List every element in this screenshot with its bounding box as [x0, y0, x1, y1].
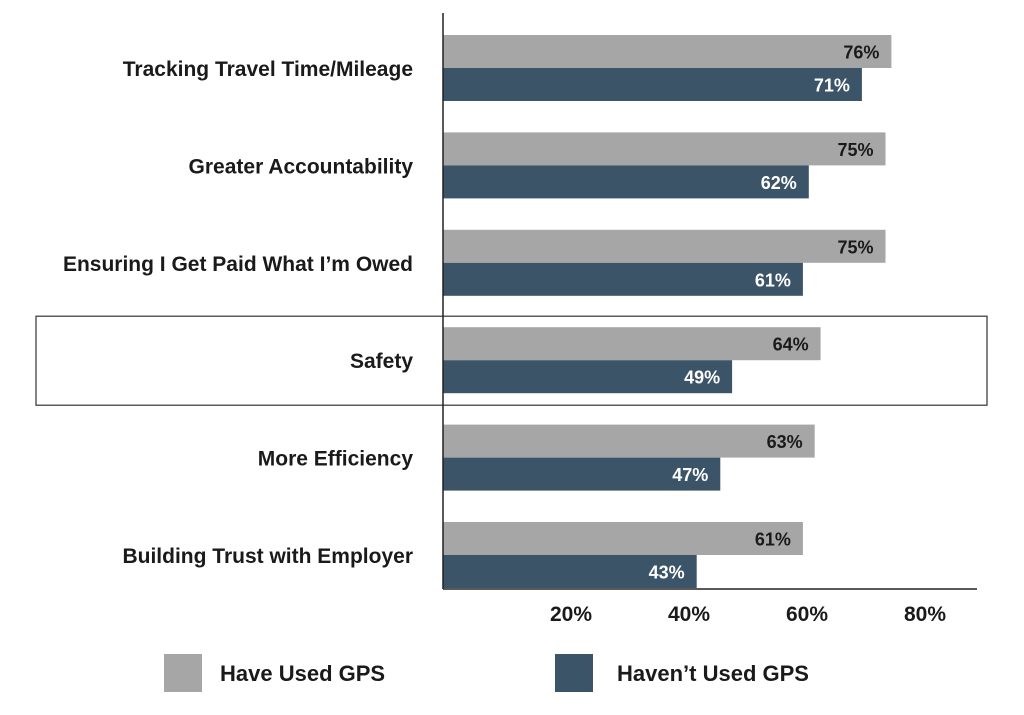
x-tick-label-20: 20%	[550, 603, 592, 626]
value-label-have-used-gps-building-trust-with-employer: 61%	[755, 530, 791, 550]
highlight-box-safety	[35, 315, 988, 406]
category-label-greater-accountability: Greater Accountability	[189, 155, 414, 178]
bar-have-used-gps-more-efficiency	[443, 424, 815, 458]
value-label-have-used-gps-tracking-travel-time-mileage: 76%	[843, 43, 879, 63]
value-label-have-used-gps-ensuring-i-get-paid-what-i-m-owed: 75%	[837, 237, 873, 257]
bar-have-used-gps-tracking-travel-time-mileage	[443, 35, 892, 68]
legend-label-have-used-gps: Have Used GPS	[220, 661, 385, 686]
x-tick-label-40: 40%	[668, 603, 710, 626]
bar-have-used-gps-safety	[443, 327, 821, 361]
category-label-safety: Safety	[350, 350, 413, 373]
category-label-building-trust-with-employer: Building Trust with Employer	[122, 545, 413, 568]
legend-swatch-have-used-gps	[164, 654, 202, 692]
category-label-ensuring-i-get-paid-what-i-m-owed: Ensuring I Get Paid What I’m Owed	[63, 253, 413, 276]
value-label-haven-t-used-gps-safety: 49%	[684, 368, 720, 388]
bar-haven-t-used-gps-building-trust-with-employer	[443, 555, 697, 588]
bar-haven-t-used-gps-ensuring-i-get-paid-what-i-m-owed	[443, 262, 803, 296]
bar-haven-t-used-gps-greater-accountability	[443, 165, 809, 199]
bar-have-used-gps-building-trust-with-employer	[443, 522, 803, 555]
value-label-have-used-gps-greater-accountability: 75%	[837, 140, 873, 160]
value-label-haven-t-used-gps-building-trust-with-employer: 43%	[649, 563, 685, 583]
value-label-haven-t-used-gps-ensuring-i-get-paid-what-i-m-owed: 61%	[755, 270, 791, 290]
bar-have-used-gps-ensuring-i-get-paid-what-i-m-owed	[443, 229, 886, 263]
value-label-have-used-gps-more-efficiency: 63%	[767, 432, 803, 452]
value-label-haven-t-used-gps-greater-accountability: 62%	[761, 173, 797, 193]
bar-haven-t-used-gps-safety	[443, 360, 733, 394]
value-label-haven-t-used-gps-tracking-travel-time-mileage: 71%	[814, 76, 850, 96]
x-tick-label-80: 80%	[904, 603, 946, 626]
legend-swatch-haven-t-used-gps	[555, 654, 593, 692]
x-tick-label-60: 60%	[786, 603, 828, 626]
bar-haven-t-used-gps-more-efficiency	[443, 457, 721, 491]
value-label-haven-t-used-gps-more-efficiency: 47%	[672, 465, 708, 485]
category-label-more-efficiency: More Efficiency	[258, 448, 414, 471]
bar-haven-t-used-gps-tracking-travel-time-mileage	[443, 68, 862, 101]
bar-have-used-gps-greater-accountability	[443, 132, 886, 166]
category-label-tracking-travel-time-mileage: Tracking Travel Time/Mileage	[123, 58, 413, 81]
value-label-have-used-gps-safety: 64%	[773, 335, 809, 355]
legend-label-haven-t-used-gps: Haven’t Used GPS	[617, 661, 809, 686]
